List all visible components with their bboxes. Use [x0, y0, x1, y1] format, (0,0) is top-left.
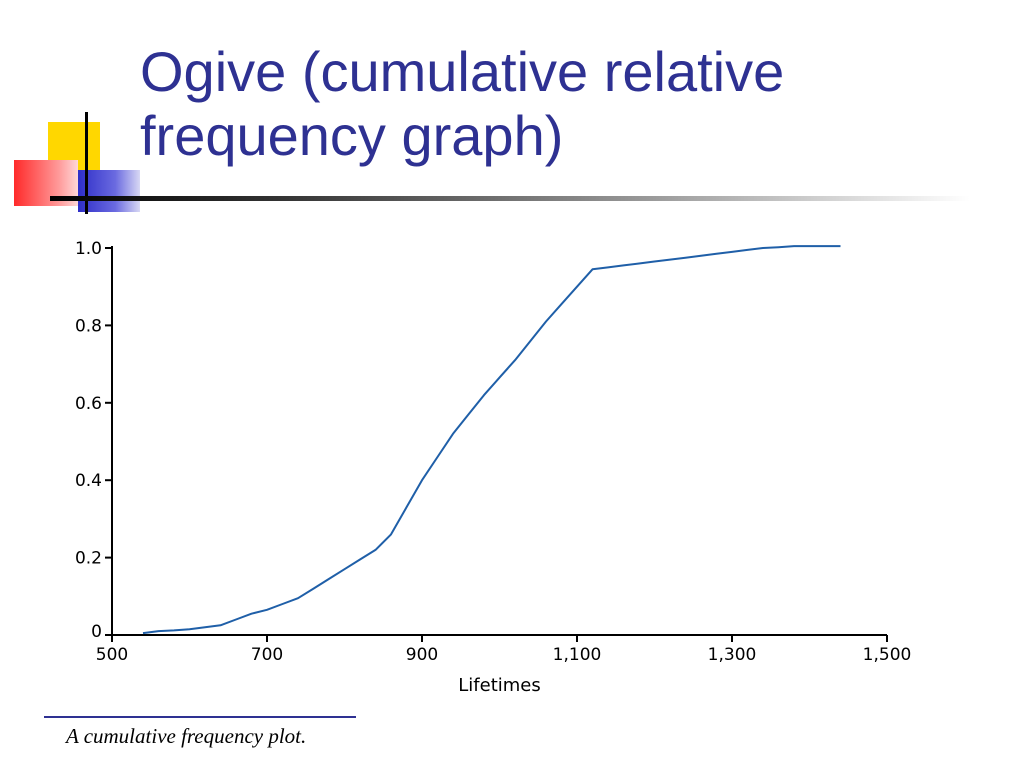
chart-line-group	[142, 245, 841, 635]
ogive-series-line	[142, 245, 841, 635]
y-tick-label: 0.4	[75, 471, 102, 491]
figure-caption: A cumulative frequency plot.	[66, 724, 307, 748]
chart-axes	[111, 246, 887, 636]
x-axis-label: Lifetimes	[458, 675, 541, 696]
title-underline	[50, 196, 970, 201]
x-tick-label: 1,300	[708, 645, 757, 665]
x-tick-label: 1,100	[553, 645, 602, 665]
x-tick-label: 900	[406, 645, 438, 665]
title-line-2: frequency graph)	[140, 104, 564, 167]
caption-rule	[44, 716, 356, 718]
x-tick-label: 700	[251, 645, 283, 665]
y-tick-label: 0.6	[75, 394, 102, 414]
x-tick-label: 1,500	[863, 645, 912, 665]
y-tick-label: 1.0	[75, 239, 102, 259]
x-tick-label: 500	[96, 645, 128, 665]
decor-blue-square	[78, 170, 140, 212]
y-tick-label: 0	[91, 622, 102, 642]
y-tick-label: 0.2	[75, 549, 102, 569]
page-title: Ogive (cumulative relative frequency gra…	[140, 40, 1000, 168]
title-line-1: Ogive (cumulative relative	[140, 40, 785, 103]
y-tick-label: 0.8	[75, 316, 102, 336]
chart-ticks: 500 700 900 1,100 1,300 1,500 0 0.2 0.4 0.6 0.8 1.0	[75, 239, 911, 665]
decor-vertical-line	[85, 112, 88, 214]
